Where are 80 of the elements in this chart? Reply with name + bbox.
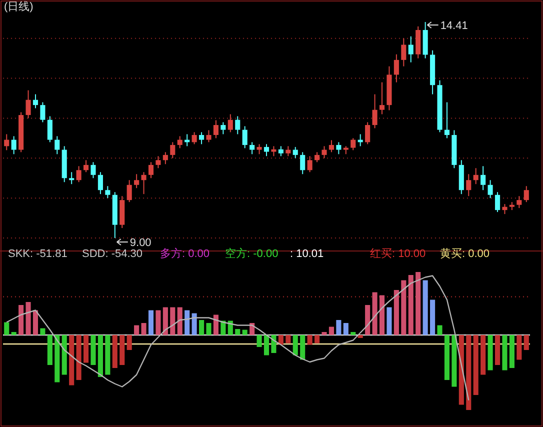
- bar: [408, 275, 414, 335]
- bar: [278, 335, 284, 345]
- bar: [271, 335, 276, 353]
- bar: [292, 335, 298, 356]
- bar: [98, 335, 103, 377]
- bar: [394, 290, 399, 335]
- bar: [350, 332, 356, 335]
- bar: [473, 335, 478, 395]
- bar: [156, 310, 161, 335]
- text: 空方: -0.00: [225, 247, 278, 260]
- bar: [372, 292, 378, 335]
- bar: [524, 335, 529, 350]
- bar: [199, 320, 204, 335]
- bar: [416, 272, 421, 335]
- bar: [480, 335, 486, 375]
- bar: [4, 322, 10, 335]
- bar: [322, 332, 327, 335]
- bar: [488, 335, 493, 370]
- bar: [170, 307, 176, 335]
- bar: [213, 314, 218, 335]
- chart-title: (日线): [4, 0, 34, 13]
- bar: [177, 307, 182, 335]
- bar: [192, 313, 197, 335]
- bar: [379, 295, 385, 335]
- bar: [242, 330, 248, 335]
- bar: [32, 310, 38, 335]
- bar: [386, 307, 392, 335]
- bar: [458, 335, 464, 405]
- bar: [328, 326, 334, 335]
- bar: [69, 335, 74, 386]
- bar: [422, 280, 428, 335]
- bar: [502, 335, 508, 370]
- bar: [314, 335, 320, 344]
- bar: [264, 335, 270, 356]
- bar: [494, 335, 500, 365]
- bar: [184, 310, 190, 335]
- bar: [105, 335, 110, 375]
- text: SDD: -54.30: [82, 248, 143, 260]
- bar: [466, 335, 472, 410]
- bar: [162, 307, 168, 335]
- text: 多方: 0.00: [160, 247, 210, 260]
- bar: [358, 335, 363, 338]
- bar: [235, 329, 240, 335]
- bar: [452, 335, 457, 387]
- bar: [83, 335, 89, 363]
- text: 黄买: 0.00: [440, 247, 490, 260]
- bar: [18, 305, 24, 335]
- text: : 10.01: [290, 248, 324, 260]
- bar: [516, 335, 522, 360]
- bar: [256, 335, 262, 347]
- bar: [47, 335, 52, 365]
- bar: [141, 323, 146, 335]
- text: SKK: -51.81: [8, 248, 68, 260]
- bar: [307, 335, 312, 345]
- bar: [343, 323, 348, 335]
- bar: [286, 335, 291, 344]
- bar: [509, 335, 514, 368]
- bar: [336, 320, 342, 335]
- bar: [365, 305, 370, 335]
- bar: [300, 335, 306, 360]
- bar: [54, 335, 60, 382]
- bar: [11, 332, 16, 335]
- bar: [40, 328, 46, 335]
- bar: [148, 310, 154, 335]
- bar: [76, 335, 82, 380]
- annotation: 9.00: [130, 237, 152, 249]
- bar: [112, 335, 118, 368]
- text: 红买: 10.00: [370, 248, 426, 260]
- bar: [437, 325, 442, 335]
- bar: [126, 335, 132, 350]
- bar: [26, 302, 31, 335]
- bar: [134, 325, 140, 335]
- bar: [120, 335, 125, 365]
- annotation: 14.41: [440, 20, 468, 32]
- bar: [444, 335, 450, 380]
- bar: [62, 335, 67, 375]
- bar: [90, 335, 96, 365]
- bar: [401, 280, 406, 335]
- bar: [206, 323, 212, 335]
- bar: [430, 300, 436, 335]
